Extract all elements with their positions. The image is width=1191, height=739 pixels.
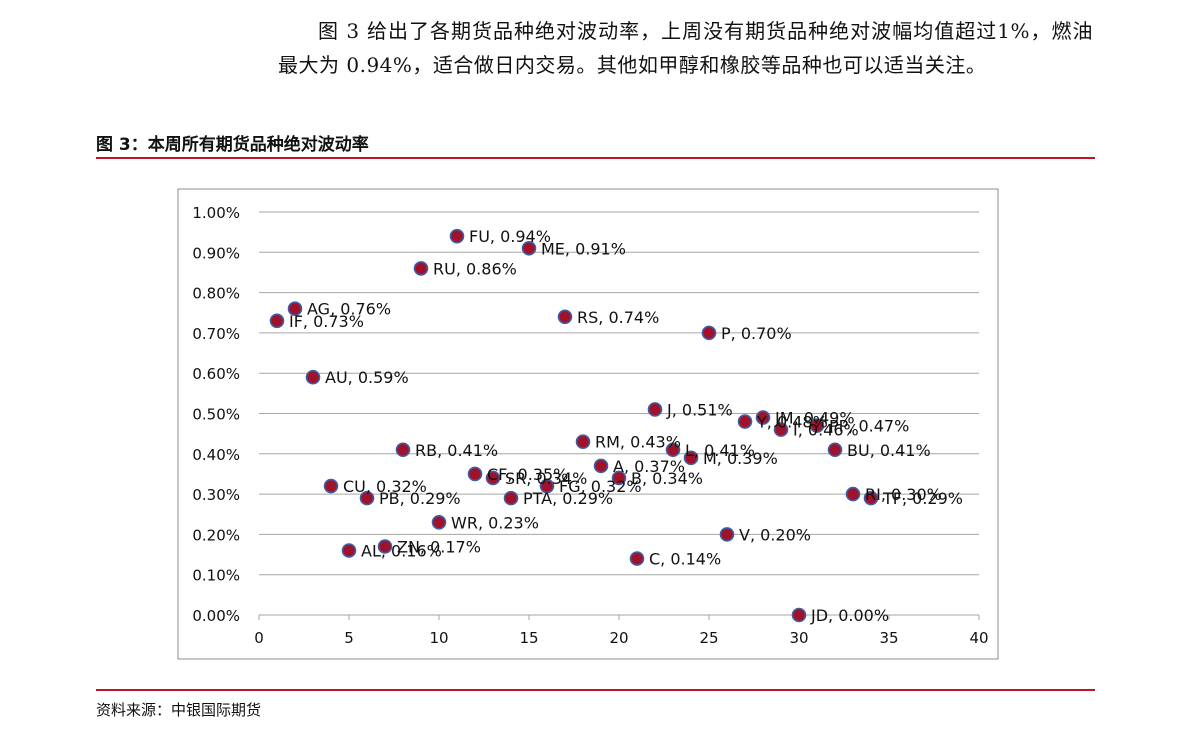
data-label: WR, 0.23%	[451, 513, 539, 532]
data-point	[395, 442, 411, 458]
x-tick-label: 5	[344, 629, 354, 647]
data-label: AG, 0.76%	[307, 300, 391, 319]
data-label: I, 0.46%	[793, 421, 859, 440]
y-tick-label: 0.90%	[192, 244, 240, 262]
data-label: SR, 0.34%	[505, 469, 587, 488]
x-tick-label: 25	[699, 629, 718, 647]
y-tick-label: 0.80%	[192, 285, 240, 303]
data-point	[755, 410, 771, 425]
data-label: RU, 0.86%	[433, 259, 517, 278]
data-point	[773, 422, 789, 437]
y-axis-ticks: 0.00% 0.10% 0.20% 0.30% 0.40% 0.50% 0.60% 0.70%…	[192, 204, 240, 625]
data-point	[737, 414, 753, 429]
data-label: C, 0.14%	[649, 550, 721, 569]
data-point	[521, 240, 537, 256]
x-axis-ticks: 0 5 10 15 20 25 30 35 40	[254, 615, 989, 647]
data-label: PB, 0.29%	[379, 489, 461, 508]
y-tick-label: 0.00%	[192, 607, 240, 625]
y-tick-label: 0.10%	[192, 567, 240, 585]
data-label: RI, 0.30%	[865, 485, 942, 504]
data-point	[305, 369, 321, 385]
data-label: M, 0.39%	[703, 449, 778, 468]
data-point	[557, 309, 573, 325]
data-point	[431, 515, 447, 530]
data-point	[359, 490, 375, 506]
data-label: B, 0.34%	[631, 469, 703, 488]
data-point	[485, 470, 501, 486]
data-label: RS, 0.74%	[577, 308, 659, 327]
y-tick-label: 0.60%	[192, 365, 240, 383]
x-tick-label: 35	[879, 629, 898, 647]
data-label: J, 0.51%	[666, 400, 733, 419]
x-tick-label: 20	[609, 629, 628, 647]
y-tick-label: 0.30%	[192, 486, 240, 504]
data-point	[287, 301, 303, 317]
data-point	[845, 486, 861, 502]
data-point	[539, 478, 555, 494]
data-label: FG, 0.32%	[559, 477, 642, 496]
data-point	[683, 450, 699, 466]
x-tick-label: 30	[789, 629, 808, 647]
x-tick-label: 0	[254, 629, 264, 647]
data-label: CF, 0.35%	[487, 465, 568, 484]
data-label: A, 0.37%	[613, 457, 685, 476]
data-label: JM, 0.49%	[774, 409, 855, 428]
data-label: FU, 0.94%	[469, 227, 551, 246]
data-points	[269, 228, 879, 623]
data-point	[665, 442, 681, 458]
x-tick-label: 10	[429, 629, 448, 647]
y-tick-label: 0.40%	[192, 446, 240, 464]
top-divider	[96, 157, 1095, 159]
data-label: RM, 0.43%	[595, 433, 681, 452]
data-point	[647, 402, 663, 417]
y-tick-label: 1.00%	[192, 204, 240, 222]
data-point	[863, 490, 879, 506]
data-label: ME, 0.91%	[541, 239, 626, 258]
x-tick-label: 15	[519, 629, 538, 647]
data-point	[377, 539, 393, 554]
data-point	[413, 261, 429, 276]
data-label: V, 0.20%	[739, 525, 811, 544]
source-note: 资料来源：中银国际期货	[96, 701, 262, 719]
data-point	[701, 325, 717, 341]
data-label: PP, 0.47%	[829, 417, 909, 436]
data-label: AL, 0.16%	[361, 542, 442, 561]
data-point	[809, 418, 825, 433]
data-point	[629, 551, 645, 566]
data-point	[269, 313, 285, 329]
x-tick-label: 40	[969, 629, 988, 647]
data-label: PTA, 0.29%	[523, 489, 613, 508]
data-point	[449, 228, 465, 244]
data-labels: IF, 0.73%AG, 0.76% AU, 0.59% CU, 0.32% AL, …	[289, 227, 963, 625]
data-point	[503, 490, 519, 506]
intro-paragraph: 图 3 给出了各期货品种绝对波动率，上周没有期货品种绝对波幅均值超过1%，燃油最…	[278, 19, 1093, 77]
data-point	[719, 527, 735, 542]
y-tick-label: 0.70%	[192, 325, 240, 343]
data-label: ZN, 0.17%	[397, 537, 481, 556]
data-label: RB, 0.41%	[415, 441, 498, 460]
data-label: AU, 0.59%	[325, 368, 409, 387]
data-label: IF, 0.73%	[289, 312, 364, 331]
data-label: CU, 0.32%	[343, 477, 427, 496]
data-point	[341, 543, 357, 558]
y-tick-label: 0.20%	[192, 526, 240, 544]
data-point	[791, 607, 807, 623]
bottom-divider	[96, 689, 1095, 691]
data-point	[611, 470, 627, 486]
chart-frame	[177, 188, 999, 660]
data-point	[467, 466, 483, 482]
data-label: TF, 0.29%	[882, 489, 963, 508]
data-label: BU, 0.41%	[847, 441, 931, 460]
data-label: P, 0.70%	[721, 324, 792, 343]
data-label: Y, 0.48%	[756, 413, 828, 432]
y-tick-label: 0.50%	[192, 406, 240, 424]
data-point	[827, 442, 843, 458]
data-point	[323, 478, 339, 494]
data-label: L, 0.41%	[685, 441, 755, 460]
data-point	[593, 458, 609, 474]
figure-title: 图 3：本周所有期货品种绝对波动率	[96, 135, 369, 155]
data-point	[575, 434, 591, 450]
data-label: JD, 0.00%	[810, 606, 889, 625]
